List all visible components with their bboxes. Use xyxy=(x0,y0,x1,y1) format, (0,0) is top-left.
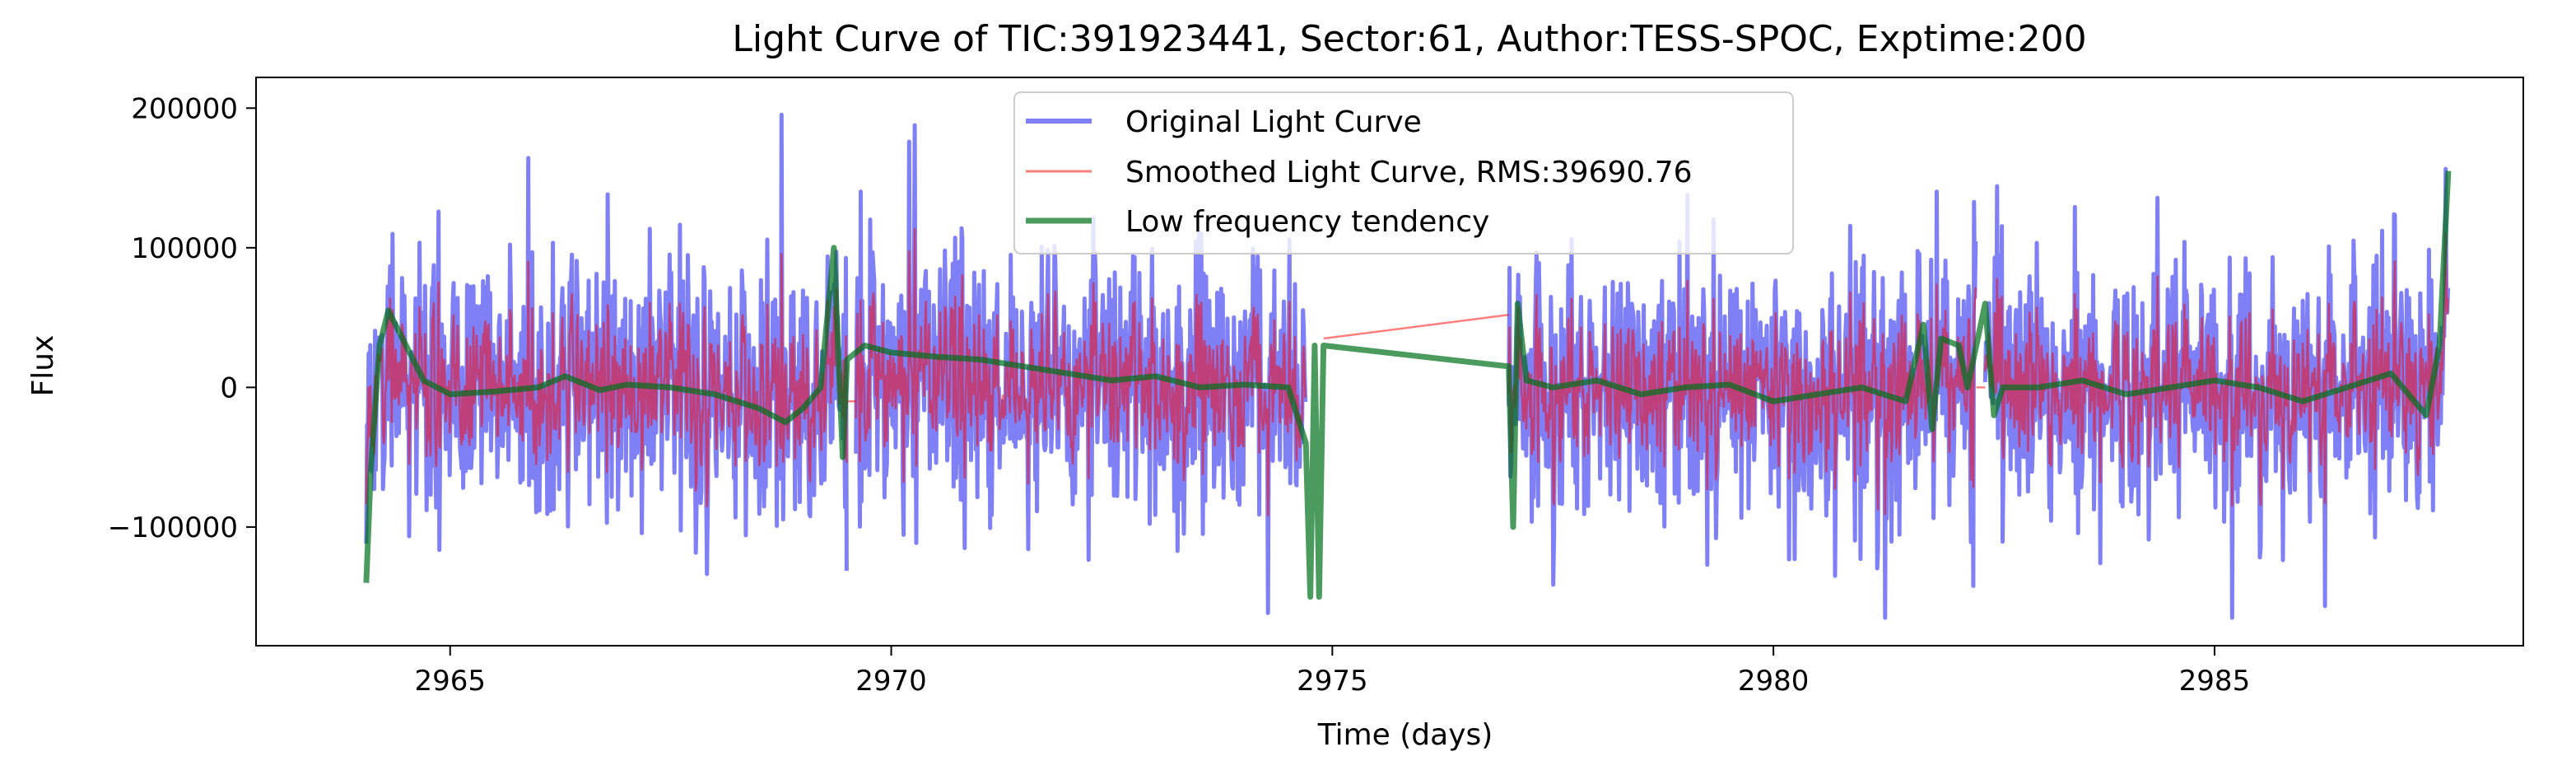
smoothed-light-curve-line xyxy=(365,253,848,508)
x-axis-label: Time (days) xyxy=(1317,718,1493,752)
x-axis: 2965 2970 2975 2980 2985 xyxy=(414,646,2250,698)
smoothed-light-curve-line xyxy=(1507,279,1977,516)
y-tick-label: 0 xyxy=(220,371,238,404)
x-tick-label: 2965 xyxy=(414,665,486,698)
y-axis: −100000 0 100000 200000 xyxy=(108,92,256,544)
legend-label-original: Original Light Curve xyxy=(1125,105,1422,139)
y-axis-label: Flux xyxy=(26,335,60,397)
legend: Original Light Curve Smoothed Light Curv… xyxy=(1013,91,1794,254)
y-tick-label: −100000 xyxy=(108,511,238,544)
legend-label-smoothed: Smoothed Light Curve, RMS:39690.76 xyxy=(1125,156,1693,189)
x-tick-label: 2985 xyxy=(2179,665,2251,698)
chart-title: Light Curve of TIC:391923441, Sector:61,… xyxy=(732,18,2086,60)
y-tick-label: 200000 xyxy=(131,92,238,125)
smoothed-light-curve-line xyxy=(855,227,1307,517)
legend-label-trend: Low frequency tendency xyxy=(1125,205,1489,239)
legend-box xyxy=(1013,91,1794,254)
x-tick-label: 2980 xyxy=(1738,665,1810,698)
plot-frame xyxy=(255,77,2524,647)
y-tick-label: 100000 xyxy=(131,232,238,265)
plot-area xyxy=(363,112,2452,620)
low-frequency-tendency-line xyxy=(363,170,2452,600)
smoothed-light-curve-gap-line xyxy=(1323,313,1509,340)
x-tick-label: 2975 xyxy=(1297,665,1368,698)
x-tick-label: 2970 xyxy=(855,665,927,698)
